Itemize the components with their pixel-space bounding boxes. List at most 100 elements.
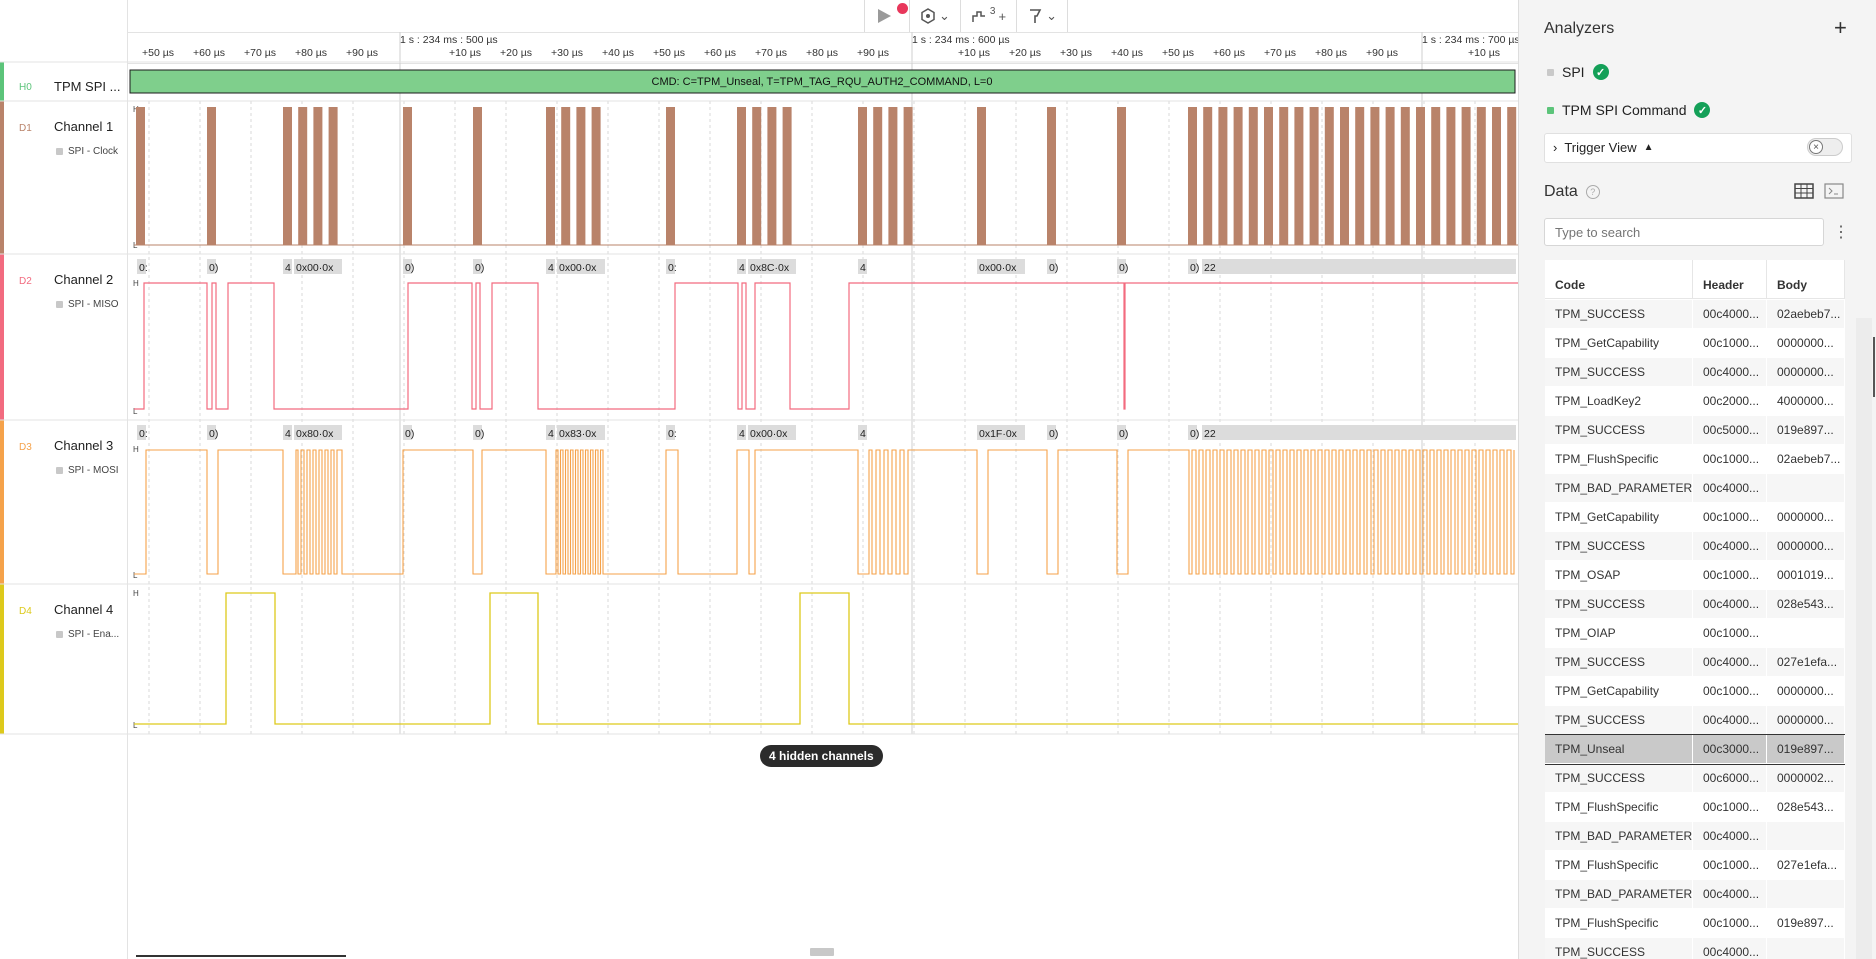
analyzer-color-swatch	[1547, 106, 1554, 114]
table-row[interactable]: TPM_BAD_PARAMETER 00c4000...	[1545, 822, 1845, 851]
channel-name[interactable]: Channel 3	[54, 438, 114, 453]
decoded-byte-label: 4	[860, 262, 866, 274]
data-table: Code Header Body TPM_SUCCESS 00c4000... 02…	[1545, 260, 1845, 959]
scroll-thumb[interactable]	[1873, 337, 1875, 397]
table-cell-code: TPM_BAD_PARAMETER	[1545, 880, 1693, 908]
waveform-area[interactable]: ⌄ 3 + ⌄ 1 s : 234 ms : 500 µs 1 s : 234 m…	[0, 0, 1518, 959]
table-row[interactable]: TPM_SUCCESS 00c4000... 0000000...	[1545, 706, 1845, 735]
vertical-scrollbar[interactable]	[1856, 318, 1872, 959]
table-view-icon[interactable]	[1794, 183, 1814, 200]
channel-name[interactable]: TPM SPI ...	[54, 79, 121, 94]
marker-button[interactable]: ⌄	[1017, 0, 1068, 32]
table-row[interactable]: TPM_OIAP 00c1000...	[1545, 619, 1845, 648]
table-cell-header: 00c1000...	[1693, 619, 1767, 647]
channel-row-d4[interactable]: D4 Channel 4 SPI - Ena...	[0, 584, 127, 734]
table-row[interactable]: TPM_Unseal 00c3000... 019e897...	[1545, 734, 1845, 765]
clock-pulse	[1507, 107, 1517, 245]
decoded-byte-label: 0)	[475, 262, 484, 274]
table-row[interactable]: TPM_FlushSpecific 00c1000... 019e897...	[1545, 909, 1845, 938]
decoded-byte-label: 4	[739, 262, 745, 274]
decoded-byte-box	[283, 425, 292, 440]
decoded-byte-label: 0x83·0x	[559, 428, 597, 440]
table-row[interactable]: TPM_FlushSpecific 00c1000... 028e543...	[1545, 793, 1845, 822]
clock-pulse	[313, 107, 323, 245]
trigger-view-section[interactable]: › Trigger View ▲ ×	[1544, 133, 1852, 163]
table-cell-header: 00c1000...	[1693, 329, 1767, 357]
decoded-byte-box	[858, 259, 867, 274]
table-cell-code: TPM_SUCCESS	[1545, 590, 1693, 618]
table-row[interactable]: TPM_LoadKey2 00c2000... 4000000...	[1545, 387, 1845, 416]
waveform-canvas[interactable]: CMD: C=TPM_Unseal, T=TPM_TAG_RQU_AUTH2_C…	[0, 0, 1518, 959]
mosi-waveform	[134, 449, 1515, 575]
channel-analyzer-name: SPI - MISO	[68, 299, 119, 310]
table-row[interactable]: TPM_SUCCESS 00c4000... 028e543...	[1545, 590, 1845, 619]
clock-pulse	[977, 107, 986, 245]
analyzer-tpm-spi-command[interactable]: TPM SPI Command ✓	[1547, 102, 1711, 118]
table-cell-code: TPM_SUCCESS	[1545, 532, 1693, 560]
column-header-body[interactable]: Body	[1767, 260, 1845, 298]
table-row[interactable]: TPM_SUCCESS 00c4000... 02aebeb7...	[1545, 300, 1845, 329]
miso-waveform	[134, 282, 1518, 410]
table-row[interactable]: TPM_OSAP 00c1000... 0001019...	[1545, 561, 1845, 590]
decoded-byte-label: 22	[1204, 428, 1216, 440]
table-cell-body	[1767, 822, 1845, 850]
analyzer-color-swatch	[1547, 68, 1554, 76]
ruler-minor-label: +90 µs	[857, 47, 890, 59]
analyzer-frame-label: CMD: C=TPM_Unseal, T=TPM_TAG_RQU_AUTH2_C…	[652, 76, 993, 88]
table-row[interactable]: TPM_GetCapability 00c1000... 0000000...	[1545, 329, 1845, 358]
channel-id: D4	[19, 606, 32, 617]
decoded-byte-box	[137, 425, 146, 440]
trigger-view-toggle[interactable]: ×	[1807, 138, 1843, 156]
measure-button[interactable]: ⌄	[910, 0, 961, 32]
table-cell-code: TPM_Unseal	[1545, 735, 1693, 763]
table-row[interactable]: TPM_BAD_PARAMETER 00c4000...	[1545, 474, 1845, 503]
table-cell-header: 00c1000...	[1693, 503, 1767, 531]
table-row[interactable]: TPM_SUCCESS 00c4000... 0000000...	[1545, 358, 1845, 387]
channel-color-bar	[0, 584, 4, 734]
horizontal-scroll-indicator[interactable]	[136, 955, 346, 957]
analyzer-spi[interactable]: SPI ✓	[1547, 64, 1609, 80]
channel-name[interactable]: Channel 1	[54, 119, 114, 134]
table-row[interactable]: TPM_SUCCESS 00c6000... 0000002...	[1545, 764, 1845, 793]
hidden-channels-badge[interactable]: 4 hidden channels	[760, 745, 883, 767]
table-row[interactable]: TPM_SUCCESS 00c4000...	[1545, 938, 1845, 959]
decoded-byte-label: 4	[548, 428, 554, 440]
ruler-major-label: 1 s : 234 ms : 700 µs	[1422, 34, 1518, 46]
resize-grip[interactable]	[810, 948, 834, 956]
decoded-byte-box	[737, 259, 746, 274]
decoded-byte-box	[403, 259, 412, 274]
table-row[interactable]: TPM_SUCCESS 00c5000... 019e897...	[1545, 416, 1845, 445]
decoded-byte-box	[207, 259, 216, 274]
table-row[interactable]: TPM_SUCCESS 00c4000... 0000000...	[1545, 532, 1845, 561]
table-row[interactable]: TPM_SUCCESS 00c4000... 027e1efa...	[1545, 648, 1845, 677]
table-row[interactable]: TPM_FlushSpecific 00c1000... 027e1efa...	[1545, 851, 1845, 880]
channel-name[interactable]: Channel 4	[54, 602, 114, 617]
channel-row-h0[interactable]: H0 TPM SPI ...	[0, 62, 127, 101]
time-ruler[interactable]: 1 s : 234 ms : 500 µs 1 s : 234 ms : 600 …	[128, 32, 1518, 64]
search-input[interactable]	[1544, 218, 1824, 246]
table-row[interactable]: TPM_GetCapability 00c1000... 0000000...	[1545, 677, 1845, 706]
table-cell-body: 028e543...	[1767, 793, 1845, 821]
clock-pulse	[1233, 107, 1243, 245]
start-capture-button[interactable]	[865, 0, 910, 32]
table-row[interactable]: TPM_GetCapability 00c1000... 0000000...	[1545, 503, 1845, 532]
table-row[interactable]: TPM_FlushSpecific 00c1000... 02aebeb7...	[1545, 445, 1845, 474]
channels-button[interactable]: 3 +	[961, 0, 1018, 32]
channel-name[interactable]: Channel 2	[54, 272, 114, 287]
table-row[interactable]: TPM_BAD_PARAMETER 00c4000...	[1545, 880, 1845, 909]
add-analyzer-button[interactable]: +	[1834, 15, 1847, 40]
ruler-minor-label: +80 µs	[806, 47, 839, 59]
decoded-byte-label: 4	[285, 428, 291, 440]
channel-row-d3[interactable]: D3 Channel 3 SPI - MOSI	[0, 420, 127, 584]
column-header-header[interactable]: Header	[1693, 260, 1767, 298]
ruler-minor-label: +60 µs	[193, 47, 226, 59]
channel-row-d2[interactable]: D2 Channel 2 SPI - MISO	[0, 254, 127, 420]
clock-pulse	[546, 107, 555, 245]
ruler-minor-label: +50 µs	[142, 47, 175, 59]
decoded-byte-box	[546, 259, 555, 274]
column-header-code[interactable]: Code	[1545, 260, 1693, 298]
channel-row-d1[interactable]: D1 Channel 1 SPI - Clock	[0, 101, 127, 254]
more-options-icon[interactable]: ⋮	[1833, 224, 1849, 241]
terminal-view-icon[interactable]	[1824, 183, 1844, 200]
help-icon[interactable]: ?	[1585, 185, 1600, 199]
